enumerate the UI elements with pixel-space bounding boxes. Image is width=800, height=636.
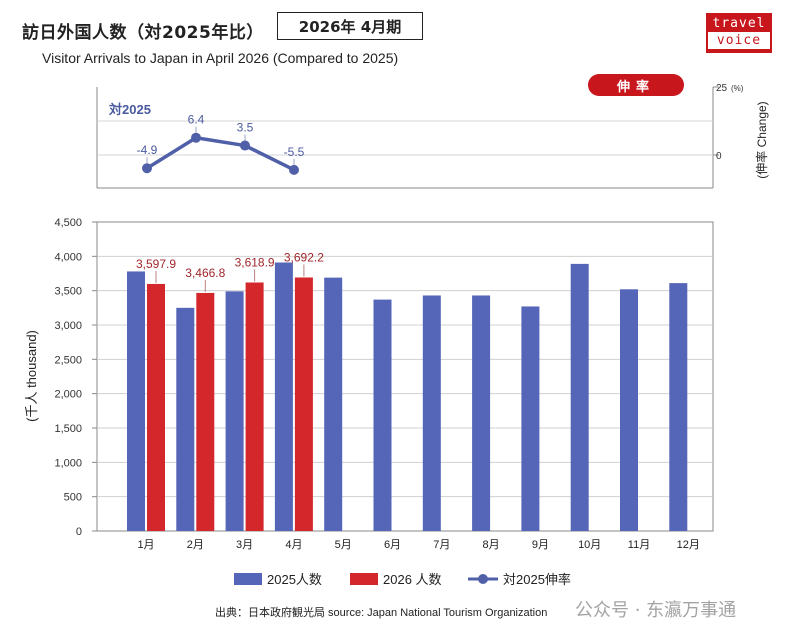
- y-tick-label: 1,500: [54, 423, 82, 435]
- bar-2025-10: [570, 263, 589, 531]
- bar-2025-8: [472, 295, 491, 531]
- title-jp: 訪日外国人数（対2025年比）: [22, 23, 264, 43]
- growth-value-label-3: 3.5: [237, 121, 254, 135]
- bar-2026-value-3: 3,618.9: [235, 256, 275, 270]
- bar-2026-value-2: 3,466.8: [185, 266, 225, 280]
- y-tick-label: 4,500: [54, 217, 82, 229]
- legend-marker: [478, 574, 488, 584]
- bar-2025-2: [176, 307, 195, 531]
- x-tick-label: 3月: [236, 539, 253, 551]
- growth-value-label-4: -5.5: [284, 145, 305, 159]
- x-tick-label: 11月: [628, 539, 650, 551]
- y-tick-label: 0: [76, 526, 82, 538]
- bar-2026-1: [147, 283, 165, 531]
- bar-2026-4: [294, 277, 313, 531]
- x-tick-label: 7月: [433, 539, 450, 551]
- x-tick-label: 6月: [384, 539, 401, 551]
- watermark: 公众号 · 东瀛万事通: [575, 600, 737, 621]
- growth-panel: 25 (%) 0 (伸率 Change) 対2025 -4.9 6.4 3.5 -5.5: [96, 83, 769, 189]
- y-tick-label: 2,500: [54, 354, 82, 366]
- growth-value-label-2: 6.4: [188, 113, 205, 127]
- legend-swatch-2026: [350, 573, 378, 585]
- growth-point-3: [240, 140, 250, 151]
- title-en: Visitor Arrivals to Japan in April 2026 …: [42, 50, 399, 66]
- logo-line-2: voice: [708, 32, 770, 49]
- bar-2025-5: [324, 277, 343, 531]
- legend: 2025人数 2026 人数 対2025伸率: [234, 572, 571, 587]
- bar-2025-11: [620, 289, 638, 531]
- legend-label-2025: 2025人数: [267, 572, 322, 587]
- legend-label-2026: 2026 人数: [383, 572, 442, 587]
- bar-2026-value-1: 3,597.9: [136, 257, 176, 271]
- x-tick-label: 8月: [483, 539, 500, 551]
- y-tick-label: 4,000: [54, 251, 82, 263]
- legend-swatch-2025: [234, 573, 262, 585]
- x-tick-label: 1月: [137, 539, 154, 551]
- x-tick-label: 12月: [677, 539, 700, 551]
- bar-panel: 0 500 1,000 1,500 2,000 2,500 3,000 3,500 4,000 4…: [24, 217, 714, 587]
- growth-line: [146, 135, 295, 172]
- y-tick-label: 500: [64, 492, 82, 504]
- y-tick-label: 3,000: [54, 320, 82, 332]
- logo-line-1: travel: [708, 15, 770, 32]
- growth-point-4: [289, 164, 299, 175]
- bar-2025-1: [127, 271, 145, 531]
- legend-label-growth: 対2025伸率: [503, 572, 571, 587]
- travel-voice-logo: travel voice: [706, 13, 772, 53]
- growth-unit-label: (%): [731, 84, 744, 93]
- bar-2026-2: [196, 292, 215, 531]
- growth-value-label-1: -4.9: [137, 143, 158, 157]
- bar-2026-3: [245, 282, 264, 531]
- growth-tick-label-25: 25: [716, 83, 728, 94]
- x-tick-label: 2月: [187, 539, 204, 551]
- y-tick-label: 2,000: [54, 389, 82, 401]
- x-tick-label: 4月: [285, 539, 302, 551]
- growth-point-1: [142, 163, 152, 174]
- bar-plot-area: [96, 221, 714, 532]
- bar-2025-12: [669, 283, 688, 531]
- growth-axis-label: (伸率 Change): [754, 101, 769, 178]
- bar-2025-7: [422, 295, 441, 531]
- x-tick-label: 9月: [532, 539, 549, 551]
- bar-2025-6: [373, 299, 392, 531]
- bar-2025-4: [274, 262, 293, 531]
- growth-tick-label-0: 0: [716, 151, 722, 162]
- bar-axis-label: (千人 thousand): [24, 330, 39, 422]
- bar-2025-9: [521, 306, 540, 531]
- source-footer: 出典：日本政府観光局 source: Japan National Touris…: [215, 607, 548, 619]
- x-tick-label: 10月: [578, 539, 601, 551]
- bar-2026-value-4: 3,692.2: [284, 250, 324, 264]
- y-tick-label: 1,000: [54, 457, 82, 469]
- growth-panel-label: 対2025: [108, 102, 151, 117]
- y-tick-label: 3,500: [54, 286, 82, 298]
- growth-badge: 伸率: [588, 74, 684, 96]
- bar-2025-3: [225, 291, 244, 531]
- period-box: 2026年 4月期: [277, 12, 423, 40]
- growth-point-2: [191, 132, 201, 143]
- x-tick-label: 5月: [335, 539, 352, 551]
